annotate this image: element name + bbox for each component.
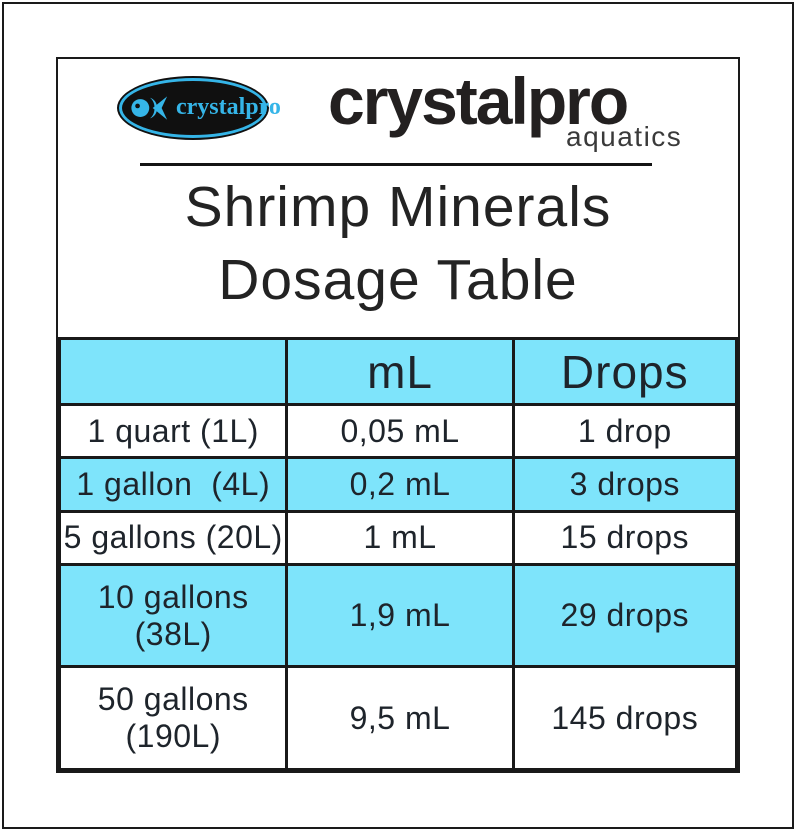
table-row: 1 gallon (4L) 0,2 mL 3 drops: [57, 456, 739, 513]
cell-ml: 1,9 mL: [285, 562, 515, 669]
cell-drops: 3 drops: [511, 456, 739, 513]
column-header-volume: [57, 337, 289, 406]
table-row: 10 gallons (38L) 1,9 mL 29 drops: [57, 562, 739, 669]
column-header-ml: mL: [285, 337, 515, 406]
cell-volume: 10 gallons (38L): [57, 562, 289, 669]
dosage-table: mL Drops 1 quart (1L) 0,05 mL 1 drop 1 g…: [57, 337, 739, 771]
label-card: crystalpro crystalpro aquatics Shrimp Mi…: [56, 57, 740, 773]
column-header-drops: Drops: [511, 337, 739, 406]
page-title-line2: Dosage Table: [218, 248, 578, 312]
table-row: 5 gallons (20L) 1 mL 15 drops: [57, 509, 739, 566]
cell-volume: 5 gallons (20L): [57, 509, 289, 566]
table-header-row: mL Drops: [57, 337, 739, 406]
brand-logo-badge: crystalpro: [119, 78, 281, 138]
dosage-table-wrap: mL Drops 1 quart (1L) 0,05 mL 1 drop 1 g…: [57, 337, 739, 771]
cell-drops: 145 drops: [511, 665, 739, 771]
header-divider: [140, 163, 652, 166]
logo-badge-text: crystalpro: [176, 94, 281, 120]
cell-ml: 1 mL: [285, 509, 515, 566]
table-row: 1 quart (1L) 0,05 mL 1 drop: [57, 402, 739, 460]
fish-icon: [131, 96, 168, 120]
cell-volume: 50 gallons (190L): [57, 665, 289, 771]
cell-ml: 9,5 mL: [285, 665, 515, 771]
cell-ml: 0,05 mL: [285, 402, 515, 460]
wordmark-subtext: aquatics: [566, 121, 683, 152]
wordmark-text: crystalpro: [328, 64, 629, 138]
cell-volume: 1 quart (1L): [57, 402, 289, 460]
table-row: 50 gallons (190L) 9,5 mL 145 drops: [57, 665, 739, 771]
cell-drops: 1 drop: [511, 402, 739, 460]
cell-drops: 15 drops: [511, 509, 739, 566]
page-title-line1: Shrimp Minerals: [184, 175, 612, 239]
cell-ml: 0,2 mL: [285, 456, 515, 513]
brand-header: crystalpro crystalpro aquatics Shrimp Mi…: [58, 59, 738, 336]
cell-drops: 29 drops: [511, 562, 739, 669]
brand-wordmark: crystalpro aquatics: [328, 64, 688, 157]
cell-volume: 1 gallon (4L): [57, 456, 289, 513]
page-title: Shrimp Minerals Dosage Table: [58, 171, 738, 317]
